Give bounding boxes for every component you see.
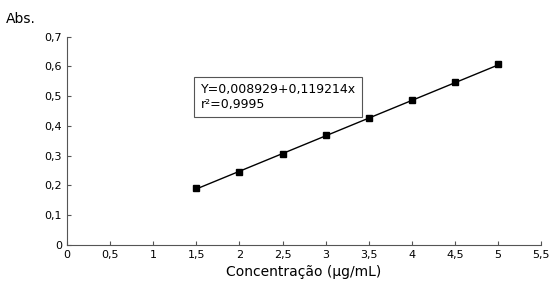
- X-axis label: Concentração (µg/mL): Concentração (µg/mL): [227, 265, 382, 279]
- Text: Y=0,008929+0,119214x
r²=0,9995: Y=0,008929+0,119214x r²=0,9995: [201, 83, 356, 111]
- Text: Abs.: Abs.: [6, 12, 36, 26]
